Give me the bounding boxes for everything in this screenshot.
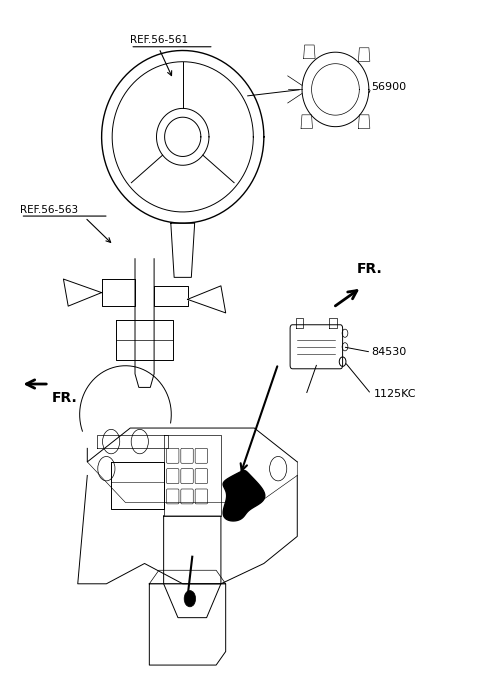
Circle shape [184, 590, 196, 607]
Text: FR.: FR. [357, 262, 383, 275]
Polygon shape [63, 279, 102, 306]
Text: 84530: 84530 [371, 347, 407, 357]
Text: REF.56-561: REF.56-561 [130, 35, 188, 46]
Polygon shape [223, 471, 265, 521]
Text: REF.56-563: REF.56-563 [21, 205, 79, 215]
Text: 1125KC: 1125KC [373, 389, 416, 399]
Polygon shape [188, 286, 226, 313]
Text: 56900: 56900 [371, 82, 407, 92]
Text: FR.: FR. [51, 391, 77, 405]
